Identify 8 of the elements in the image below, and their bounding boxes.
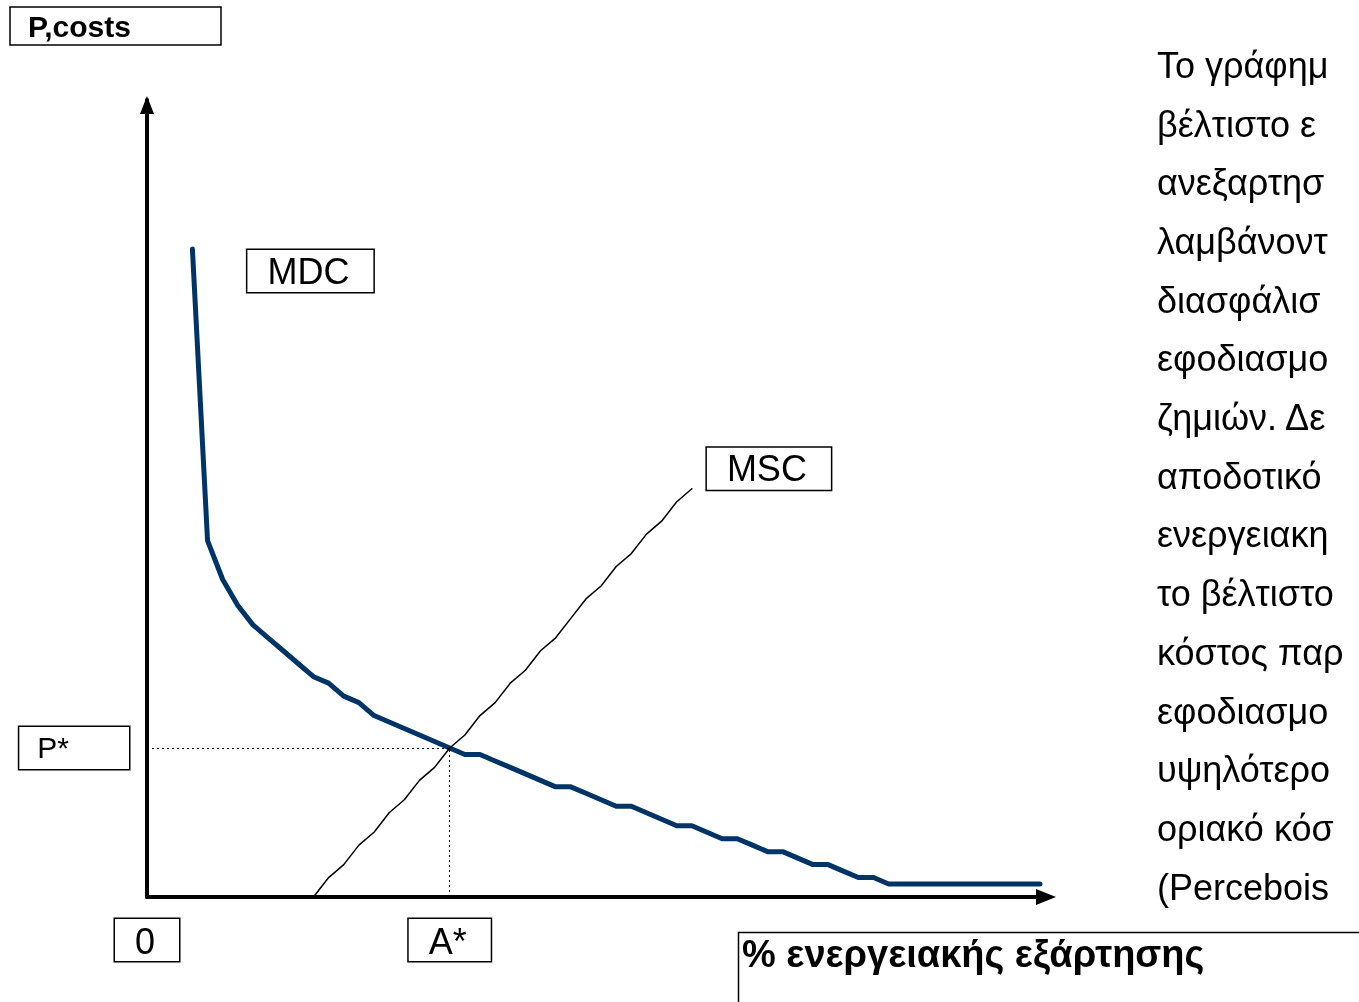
series-label: MSC [726, 448, 807, 490]
x-tick-label: A* [428, 920, 467, 962]
chart-title: P,costs [28, 9, 131, 43]
text: MDC [267, 250, 350, 292]
text: Το γράφημ βέλτιστο ε ανεξαρτησ λαμβάνοντ διασφάλισ εφοδιασμο ζημιών. Δε αποδοτικό ενεργειακη το βέλτιστο κόστος παρ εφοδιασμο υψηλότερο οριακό κόσ (Percebois [1157, 44, 1344, 908]
x-axis-title: % ενεργειακής εξάρτησης [742, 933, 1205, 975]
x-tick-label: 0 [134, 920, 156, 962]
ref-line-label: P* [37, 731, 70, 765]
